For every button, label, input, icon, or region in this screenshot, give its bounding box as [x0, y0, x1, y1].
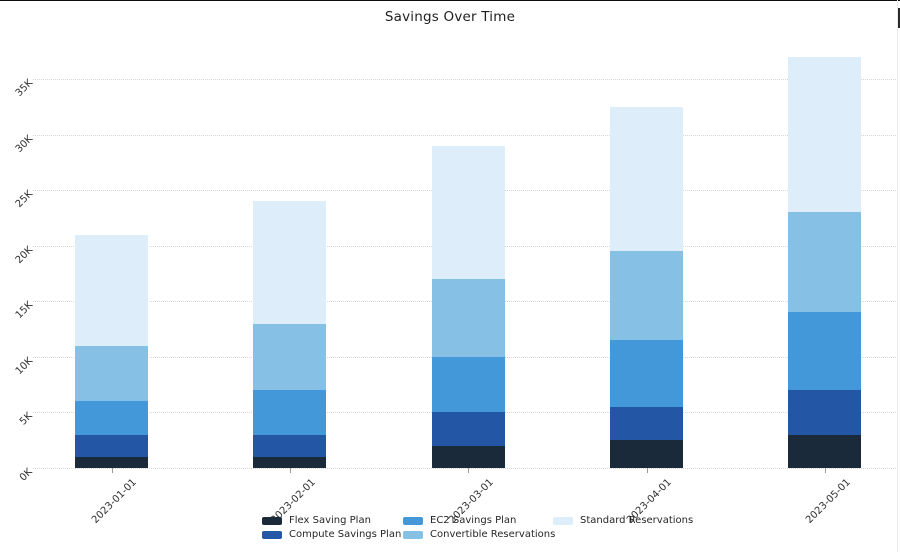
bar-segment[interactable]: [253, 390, 327, 435]
y-gridline: [33, 134, 896, 136]
bar-segment[interactable]: [610, 406, 683, 441]
bar-segment[interactable]: [75, 401, 149, 435]
bar-segment[interactable]: [788, 212, 862, 313]
bar-segment[interactable]: [431, 445, 505, 468]
legend-item[interactable]: Convertible Reservations: [403, 529, 555, 541]
y-tick-label: 5K: [17, 411, 35, 428]
y-gridline: [33, 468, 896, 469]
x-tick-mark: [468, 468, 470, 473]
x-tick-mark: [824, 468, 826, 473]
y-tick-label: 20K: [13, 244, 35, 266]
legend-label: Compute Savings Plan: [289, 529, 402, 540]
legend-item[interactable]: Compute Savings Plan: [262, 529, 401, 541]
bar-segment[interactable]: [75, 456, 149, 468]
bar-segment[interactable]: [788, 56, 862, 213]
legend-swatch-icon: [262, 531, 282, 539]
x-tick-label: 2023-01-01: [90, 477, 140, 526]
bar-segment[interactable]: [610, 440, 683, 468]
bar-segment[interactable]: [788, 434, 862, 468]
legend-label: EC2 Savings Plan: [430, 515, 517, 526]
legend-label: Convertible Reservations: [430, 529, 556, 540]
bar-segment[interactable]: [610, 251, 683, 341]
x-tick-mark: [289, 468, 291, 473]
legend-label: Standard Reservations: [580, 515, 694, 526]
legend-label: Flex Saving Plan: [289, 515, 371, 526]
y-tick-label: 10K: [13, 355, 35, 377]
bar-segment[interactable]: [788, 312, 862, 391]
chart-title: Savings Over Time: [384, 9, 516, 25]
y-tick-label: 25K: [13, 188, 35, 211]
legend-item[interactable]: EC2 Savings Plan: [403, 515, 516, 527]
bar-segment[interactable]: [253, 323, 327, 391]
window-right-border: [897, 0, 898, 552]
y-tick-label: 35K: [13, 77, 35, 100]
y-gridline: [33, 79, 896, 80]
bar-segment[interactable]: [610, 106, 683, 252]
y-tick-label: 15K: [13, 299, 35, 322]
bar-segment[interactable]: [253, 201, 327, 324]
bar-segment[interactable]: [610, 340, 683, 407]
bar-segment[interactable]: [788, 390, 862, 435]
bar-segment[interactable]: [75, 234, 149, 346]
legend-swatch-icon: [553, 517, 573, 525]
x-tick-label: 2023-05-01: [803, 477, 853, 526]
y-tick-label: 0K: [17, 466, 35, 484]
y-tick-label: 30K: [13, 133, 35, 155]
legend-swatch-icon: [262, 517, 282, 525]
legend-swatch-icon: [403, 517, 423, 525]
bar-segment[interactable]: [431, 412, 505, 446]
bar-segment[interactable]: [431, 356, 505, 413]
window-top-border: [0, 0, 900, 1]
scrollbar-thumb[interactable]: [898, 8, 900, 28]
bar-segment[interactable]: [253, 434, 327, 457]
bar-segment[interactable]: [431, 145, 505, 280]
bar-segment[interactable]: [253, 456, 327, 468]
bar-segment[interactable]: [431, 279, 505, 357]
legend-item[interactable]: Flex Saving Plan: [262, 515, 371, 527]
x-tick-mark: [646, 468, 648, 473]
legend-item[interactable]: Standard Reservations: [553, 515, 693, 527]
x-tick-mark: [111, 468, 113, 473]
bar-segment[interactable]: [75, 434, 149, 457]
legend-swatch-icon: [403, 531, 423, 539]
bar-segment[interactable]: [75, 345, 149, 402]
